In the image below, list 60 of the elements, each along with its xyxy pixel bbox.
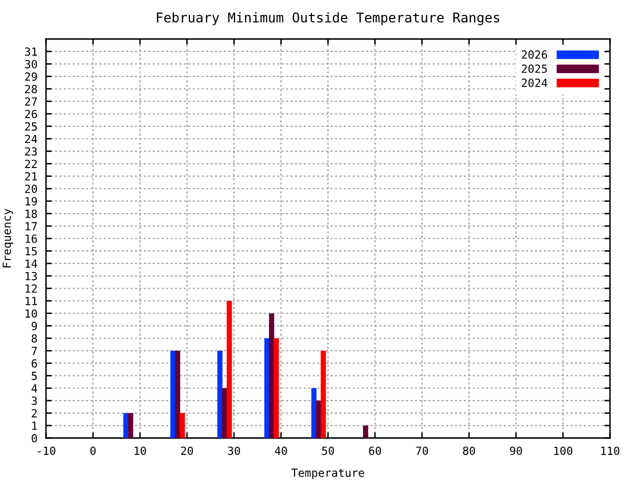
- y-tick-label: 7: [32, 346, 37, 355]
- bar: [274, 338, 279, 438]
- y-tick-label: 8: [32, 334, 37, 343]
- y-tick-label: 18: [26, 210, 37, 218]
- y-tick-label: 23: [25, 147, 37, 156]
- y-tick-label: 21: [25, 172, 37, 180]
- x-tick-label: 40: [274, 446, 287, 455]
- legend-label: 2026: [522, 50, 548, 59]
- y-tick-label: 17: [26, 222, 37, 230]
- y-tick-label: 1: [32, 422, 37, 430]
- y-tick-label: 31: [25, 47, 37, 56]
- legend-label: 2025: [522, 64, 547, 73]
- x-tick-label: -10: [38, 446, 56, 455]
- x-tick-label: 80: [463, 446, 475, 455]
- y-tick-label: 25: [25, 122, 37, 131]
- y-tick-label: 29: [25, 72, 37, 81]
- y-tick-label: 22: [25, 160, 37, 168]
- bar: [175, 350, 180, 438]
- y-tick-label: 30: [25, 60, 37, 68]
- bar: [217, 350, 222, 438]
- y-tick-label: 2: [32, 409, 37, 418]
- y-tick-label: 13: [26, 272, 37, 280]
- y-tick-label: 26: [25, 110, 37, 118]
- x-tick-label: 90: [510, 446, 522, 455]
- y-tick-label: 0: [32, 434, 37, 442]
- y-tick-label: 24: [25, 134, 38, 143]
- y-tick-label: 28: [25, 84, 37, 94]
- y-tick-label: 6: [32, 359, 37, 368]
- y-tick-label: 11: [26, 296, 37, 306]
- y-tick-label: 27: [25, 97, 37, 106]
- x-tick-label: 110: [601, 446, 620, 455]
- bar: [128, 413, 134, 438]
- y-tick-label: 20: [25, 184, 37, 194]
- y-tick-label: 16: [26, 234, 37, 243]
- x-axis-title: Temperature: [291, 468, 364, 480]
- y-tick-label: 10: [26, 309, 37, 318]
- chart-title: February Minimum Outside Temperature Ranges: [156, 12, 500, 26]
- bar: [180, 413, 185, 438]
- x-tick-label: 20: [181, 446, 193, 455]
- y-tick-label: 5: [32, 372, 37, 380]
- bar: [226, 300, 232, 438]
- y-tick-label: 3: [32, 396, 37, 406]
- y-tick-label: 19: [26, 197, 37, 206]
- y-tick-label: 14: [26, 260, 38, 268]
- bar: [320, 350, 326, 438]
- legend-label: 2024: [522, 78, 548, 88]
- x-tick-label: 30: [228, 446, 240, 455]
- x-tick-label: 60: [369, 446, 381, 455]
- x-tick-label: 70: [416, 446, 428, 455]
- y-axis-title: Frequency: [2, 208, 14, 268]
- x-tick-label: 50: [322, 446, 334, 455]
- y-tick-label: 4: [32, 384, 38, 392]
- bar: [363, 426, 368, 438]
- y-tick-label: 15: [26, 247, 37, 256]
- x-tick-label: 100: [554, 446, 572, 455]
- y-tick-label: 12: [26, 284, 37, 293]
- bar: [311, 388, 316, 438]
- x-tick-label: 0: [90, 446, 96, 455]
- y-tick-label: 9: [32, 322, 37, 330]
- x-tick-label: 10: [134, 446, 146, 455]
